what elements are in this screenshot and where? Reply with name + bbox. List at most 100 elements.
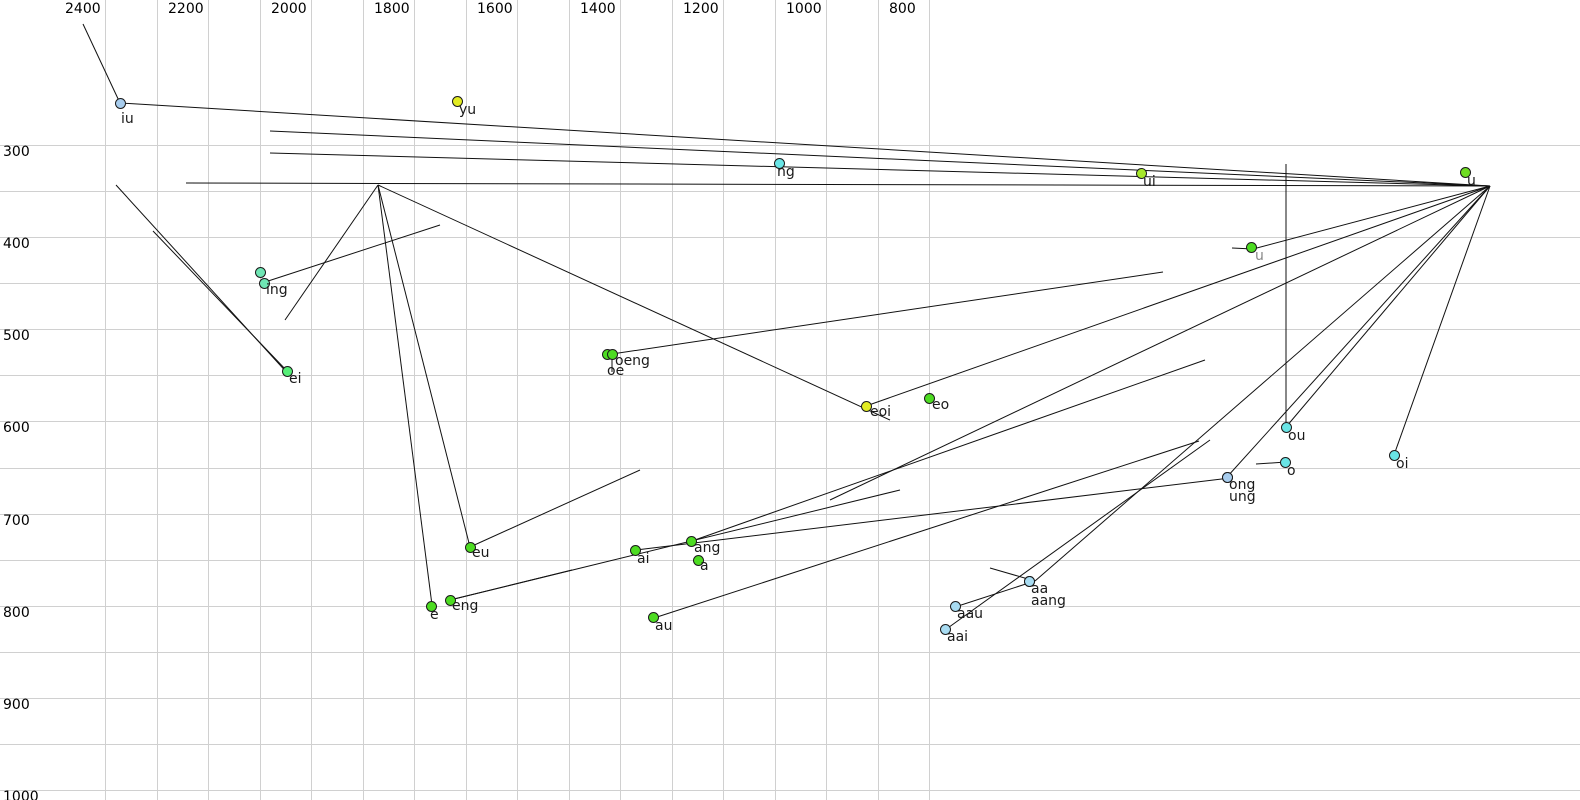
y-tick-label: 800 (3, 604, 30, 621)
gridline-vertical-minor (362, 0, 364, 800)
gridline-horizontal (0, 513, 1580, 515)
data-point-label: ng (777, 164, 795, 180)
data-point-label: ung (1229, 489, 1256, 505)
x-tick-label: 2200 (168, 1, 204, 17)
data-point[interactable] (686, 536, 697, 547)
data-point-label: ang (694, 540, 721, 556)
x-tick-label: 1200 (683, 1, 719, 17)
data-point[interactable] (940, 624, 951, 635)
data-point[interactable] (924, 393, 935, 404)
x-tick-label: 1400 (580, 1, 616, 17)
data-point-label: ou (1288, 428, 1306, 444)
connector-line (185, 182, 1491, 187)
connector-line (377, 184, 891, 421)
data-point-label: ui (1143, 174, 1156, 190)
data-point[interactable] (1222, 472, 1233, 483)
data-point[interactable] (282, 366, 293, 377)
gridline-vertical-minor (877, 0, 879, 800)
data-point-label: aau (957, 606, 984, 622)
x-tick-label: 800 (889, 1, 916, 17)
gridline-horizontal-minor (0, 651, 1580, 653)
gridline-horizontal-minor (0, 559, 1580, 561)
connector-line (1393, 185, 1491, 456)
data-point[interactable] (1136, 168, 1147, 179)
x-tick-label: 2000 (271, 1, 307, 17)
data-point[interactable] (630, 545, 641, 556)
data-point[interactable] (1024, 576, 1035, 587)
y-tick-label: 300 (3, 144, 30, 160)
y-tick-label: 400 (3, 236, 30, 253)
gridline-horizontal-minor (0, 375, 1580, 377)
x-tick-label: 1800 (374, 1, 410, 17)
gridline-vertical (620, 0, 621, 800)
data-point[interactable] (259, 278, 270, 289)
gridline-vertical-minor (671, 0, 673, 800)
data-point[interactable] (1389, 450, 1400, 461)
data-point[interactable] (950, 601, 961, 612)
y-tick-label: 1000 (3, 789, 39, 800)
gridline-vertical-minor (774, 0, 776, 800)
data-point-label: ong (1229, 477, 1256, 493)
data-point[interactable] (445, 595, 456, 606)
gridline-horizontal (0, 329, 1580, 331)
connector-line (377, 184, 433, 606)
data-point[interactable] (1281, 422, 1292, 433)
connector-line (944, 439, 1211, 631)
connector-line (1252, 185, 1491, 250)
data-point[interactable] (452, 96, 463, 107)
data-point[interactable] (861, 401, 872, 412)
connector-line (152, 230, 288, 372)
gridline-vertical (517, 0, 518, 800)
data-point-label: yu (459, 102, 477, 118)
gridline-horizontal-minor (0, 191, 1580, 193)
x-tick-label: 1000 (786, 1, 822, 17)
data-point-label: oeng (615, 353, 650, 369)
gridline-vertical-minor (156, 0, 158, 800)
data-point[interactable] (774, 158, 785, 169)
gridline-vertical (723, 0, 724, 800)
gridline-horizontal (0, 145, 1580, 146)
data-point[interactable] (1460, 167, 1471, 178)
data-point[interactable] (607, 349, 618, 360)
connector-line (611, 271, 1164, 355)
data-point[interactable] (1280, 457, 1291, 468)
connector-line (377, 184, 471, 548)
data-point[interactable] (465, 542, 476, 553)
data-point[interactable] (426, 601, 437, 612)
data-point-label: ai (637, 551, 650, 567)
gridline-horizontal (0, 790, 1580, 791)
connector-line (1285, 185, 1491, 428)
gridline-vertical (414, 0, 415, 800)
connector-line (469, 469, 641, 548)
data-point[interactable] (648, 612, 659, 623)
data-point-label: oi (1396, 456, 1409, 472)
data-point[interactable] (693, 555, 704, 566)
data-point-label: aa (1031, 581, 1049, 597)
connector-line (269, 152, 1491, 187)
data-point-label: a (700, 558, 709, 574)
gridline-horizontal (0, 237, 1580, 239)
data-point-label: oe (607, 363, 625, 379)
connector-line (82, 23, 121, 104)
gridline-vertical-minor (465, 0, 467, 800)
connector-line (284, 184, 379, 321)
x-tick-label: 1600 (477, 1, 513, 17)
data-point-label: eo (932, 397, 950, 413)
gridline-vertical (826, 0, 827, 800)
connector-line (1226, 185, 1491, 478)
data-point[interactable] (115, 98, 126, 109)
gridline-horizontal (0, 421, 1580, 423)
y-tick-label: 600 (3, 420, 30, 437)
data-point-label: u (1255, 248, 1264, 264)
data-point-label: ei (289, 371, 302, 387)
data-point-label: aai (947, 629, 969, 645)
data-point-label: o (1287, 463, 1296, 479)
connector-line (865, 185, 1491, 407)
data-point[interactable] (255, 267, 266, 278)
gridline-horizontal-minor (0, 467, 1580, 469)
gridline-vertical-minor (568, 0, 570, 800)
gridline-horizontal-minor (0, 743, 1580, 745)
data-point[interactable] (1246, 242, 1257, 253)
connector-line (269, 130, 1491, 187)
